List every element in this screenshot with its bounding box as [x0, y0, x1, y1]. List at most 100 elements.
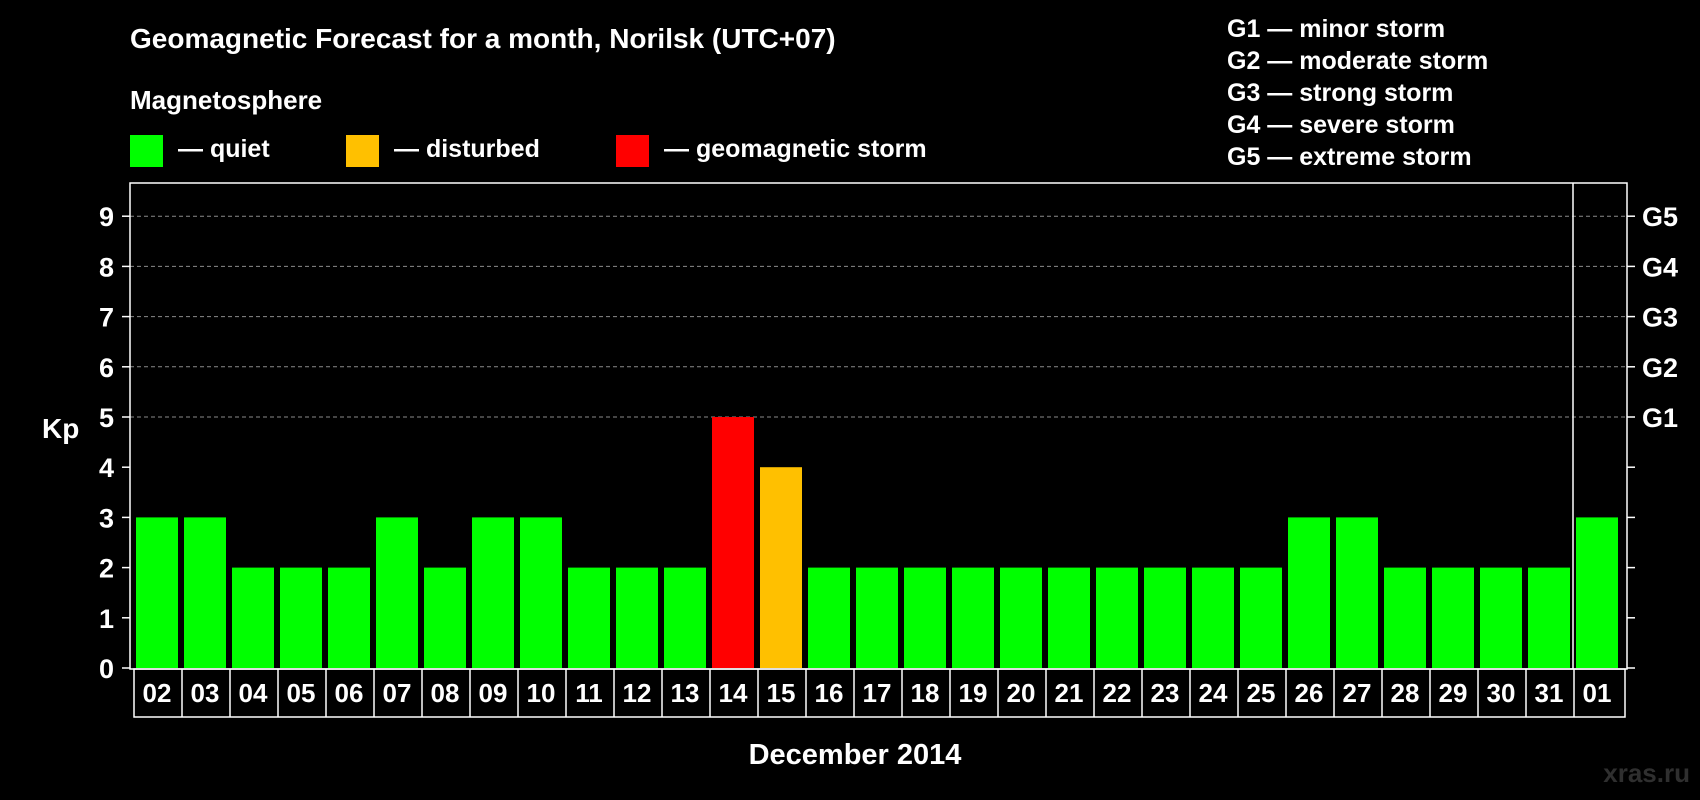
bar-15	[760, 467, 802, 668]
date-label-31: 31	[1535, 678, 1564, 708]
y-tick-label: 7	[99, 303, 114, 333]
y-tick-label: 2	[99, 554, 114, 584]
bar-28	[1384, 567, 1426, 668]
date-label-06: 06	[335, 678, 364, 708]
date-label-26: 26	[1295, 678, 1324, 708]
bar-01	[1576, 517, 1618, 668]
bar-30	[1480, 567, 1522, 668]
legend-swatch-quiet	[130, 135, 163, 167]
date-label-10: 10	[527, 678, 556, 708]
storm-level-label-g3: G3	[1642, 303, 1678, 333]
x-axis-title: December 2014	[749, 739, 962, 771]
date-label-08: 08	[431, 678, 460, 708]
date-label-09: 09	[479, 678, 508, 708]
bar-14	[712, 417, 754, 668]
date-label-15: 15	[767, 678, 796, 708]
bar-23	[1144, 567, 1186, 668]
bar-07	[376, 517, 418, 668]
storm-scale-g4: G4 — severe storm	[1227, 111, 1455, 139]
date-label-11: 11	[575, 678, 603, 708]
y-tick-label: 9	[99, 202, 114, 232]
date-label-14: 14	[719, 678, 748, 708]
bar-20	[1000, 567, 1042, 668]
storm-level-label-g5: G5	[1642, 202, 1678, 232]
date-label-16: 16	[815, 678, 844, 708]
bar-27	[1336, 517, 1378, 668]
legend-label-quiet: — quiet	[178, 135, 270, 163]
y-tick-label: 1	[99, 604, 114, 634]
bar-05	[280, 567, 322, 668]
date-label-21: 21	[1055, 678, 1084, 708]
bar-10	[520, 517, 562, 668]
storm-scale-g5: G5 — extreme storm	[1227, 143, 1472, 171]
bar-08	[424, 567, 466, 668]
storm-level-label-g4: G4	[1642, 252, 1678, 282]
bar-06	[328, 567, 370, 668]
legend-swatch-disturbed	[346, 135, 379, 167]
legend-label-storm: — geomagnetic storm	[664, 135, 927, 163]
watermark: xras.ru	[1603, 758, 1690, 788]
date-label-30: 30	[1487, 678, 1516, 708]
storm-scale-g2: G2 — moderate storm	[1227, 47, 1488, 75]
grid-lines	[130, 215, 1627, 418]
date-label-29: 29	[1439, 678, 1468, 708]
y-tick-label: 8	[99, 252, 114, 282]
bar-26	[1288, 517, 1330, 668]
storm-scale-g1: G1 — minor storm	[1227, 15, 1445, 43]
date-label-03: 03	[191, 678, 220, 708]
bar-25	[1240, 567, 1282, 668]
bar-31	[1528, 567, 1570, 668]
bar-29	[1432, 567, 1474, 668]
storm-scale-g3: G3 — strong storm	[1227, 79, 1453, 107]
date-label-23: 23	[1151, 678, 1180, 708]
y-axis: 0 1 2 3 4 5 6 7 8 9	[99, 202, 130, 684]
date-label-27: 27	[1343, 678, 1372, 708]
bar-24	[1192, 567, 1234, 668]
y-tick-label: 3	[99, 503, 114, 533]
storm-level-label-g1: G1	[1642, 403, 1678, 433]
bars	[136, 417, 1618, 668]
storm-level-axis: G1 G2 G3 G4 G5	[1627, 202, 1678, 669]
date-label-12: 12	[623, 678, 652, 708]
chart-title: Geomagnetic Forecast for a month, Norils…	[130, 23, 836, 54]
bar-18	[904, 567, 946, 668]
bar-11	[568, 567, 610, 668]
date-row-border	[133, 668, 1626, 718]
date-label-24: 24	[1199, 678, 1228, 708]
date-label-01: 01	[1583, 678, 1612, 708]
date-label-05: 05	[287, 678, 316, 708]
storm-level-label-g2: G2	[1642, 353, 1678, 383]
y-tick-label: 4	[99, 453, 114, 483]
bar-02	[136, 517, 178, 668]
bar-04	[232, 567, 274, 668]
bar-17	[856, 567, 898, 668]
bar-22	[1096, 567, 1138, 668]
date-label-02: 02	[143, 678, 172, 708]
date-label-25: 25	[1247, 678, 1276, 708]
y-tick-label: 6	[99, 353, 114, 383]
y-axis-title: Kp	[42, 413, 79, 444]
date-label-28: 28	[1391, 678, 1420, 708]
y-tick-label: 5	[99, 403, 114, 433]
bar-09	[472, 517, 514, 668]
bar-21	[1048, 567, 1090, 668]
date-label-04: 04	[239, 678, 268, 708]
date-label-22: 22	[1103, 678, 1132, 708]
date-label-20: 20	[1007, 678, 1036, 708]
date-label-13: 13	[671, 678, 700, 708]
date-label-07: 07	[383, 678, 412, 708]
bar-12	[616, 567, 658, 668]
x-axis: 02 03 04 05 06 07 08 09 10 11 12 13 14 15 16 17 18 19 20 21…	[133, 668, 1626, 718]
date-label-19: 19	[959, 678, 988, 708]
legend-label-disturbed: — disturbed	[394, 135, 540, 163]
bar-19	[952, 567, 994, 668]
legend-swatch-storm	[616, 135, 649, 167]
bar-13	[664, 567, 706, 668]
bar-03	[184, 517, 226, 668]
date-label-18: 18	[911, 678, 940, 708]
y-tick-label: 0	[99, 654, 114, 684]
date-label-17: 17	[863, 678, 892, 708]
bar-16	[808, 567, 850, 668]
legend-title: Magnetosphere	[130, 85, 322, 115]
